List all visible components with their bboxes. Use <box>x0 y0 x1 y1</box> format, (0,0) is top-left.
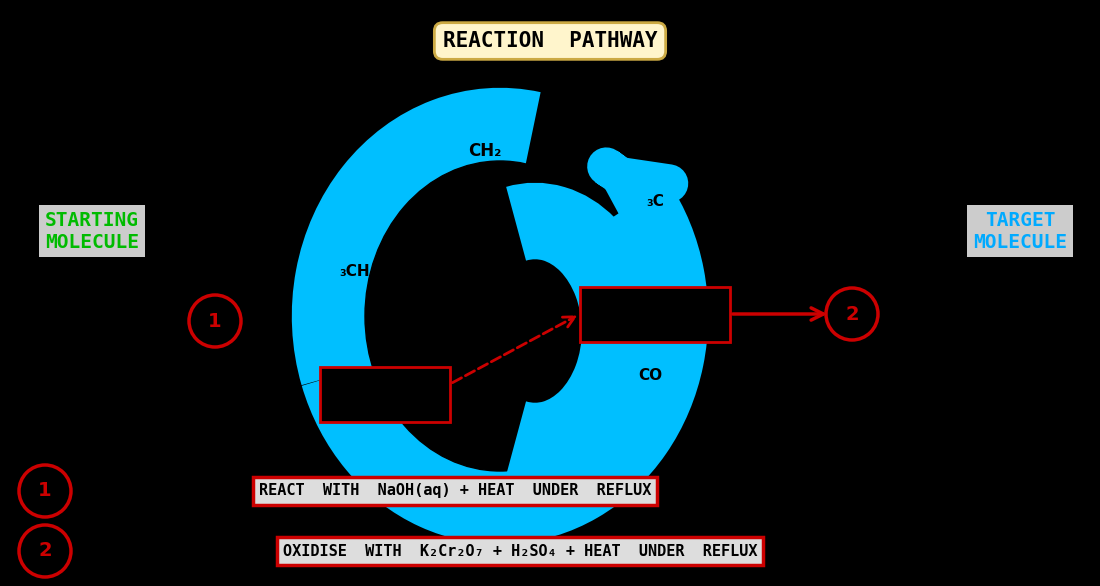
Text: CH: CH <box>608 304 631 319</box>
Text: REACTION  PATHWAY: REACTION PATHWAY <box>442 31 658 51</box>
Text: 2: 2 <box>845 305 859 323</box>
Circle shape <box>19 525 72 577</box>
Text: ₃C: ₃C <box>646 193 664 209</box>
Text: ₃CH: ₃CH <box>340 383 371 398</box>
Text: STARTING
MOLECULE: STARTING MOLECULE <box>45 210 139 251</box>
Ellipse shape <box>365 161 635 471</box>
Text: ₃CH: ₃CH <box>340 264 371 278</box>
Circle shape <box>19 465 72 517</box>
Text: TARGET
MOLECULE: TARGET MOLECULE <box>974 210 1067 251</box>
Text: CH₂: CH₂ <box>469 142 502 160</box>
Ellipse shape <box>483 398 538 444</box>
Text: 2: 2 <box>39 541 52 560</box>
Text: 1: 1 <box>39 482 52 500</box>
Bar <box>580 287 730 342</box>
Text: OXIDISE  WITH  K₂Cr₂O₇ + H₂SO₄ + HEAT  UNDER  REFLUX: OXIDISE WITH K₂Cr₂O₇ + H₂SO₄ + HEAT UNDE… <box>283 543 757 558</box>
Text: 1: 1 <box>208 312 222 331</box>
Circle shape <box>189 295 241 347</box>
Text: REACT  WITH  NaOH(aq) + HEAT  UNDER  REFLUX: REACT WITH NaOH(aq) + HEAT UNDER REFLUX <box>258 483 651 499</box>
Text: CO: CO <box>638 369 662 383</box>
Circle shape <box>826 288 878 340</box>
Bar <box>320 366 450 421</box>
